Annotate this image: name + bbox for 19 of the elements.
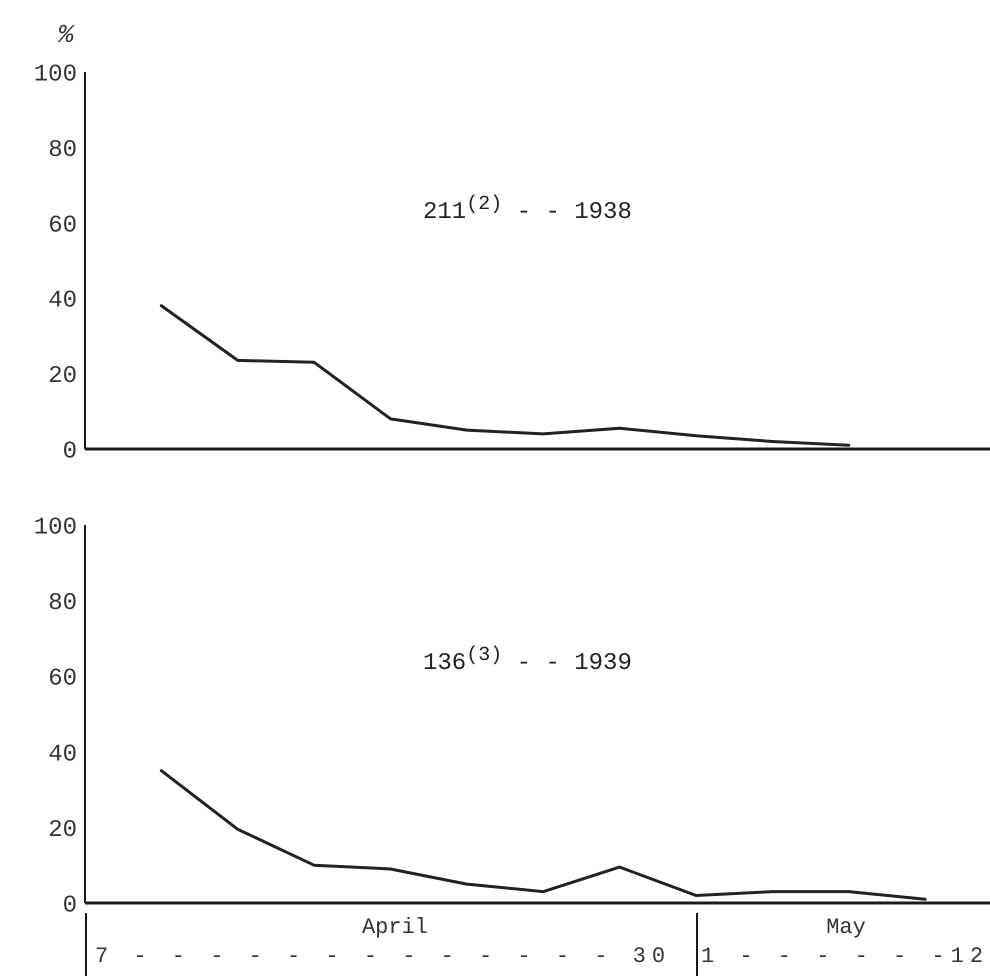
y-tick-label: 100 <box>34 62 77 89</box>
text: 7 - - - - - - - - - - - - - 30 <box>95 944 672 969</box>
text: 211$^{(2)}$ - - 1938 <box>423 193 632 226</box>
text: April <box>360 914 429 940</box>
y-tick-label: 40 <box>48 288 77 315</box>
y-tick-label: 60 <box>48 212 77 240</box>
y-tick-label: 20 <box>48 363 77 390</box>
y-tick-label: 0 <box>62 438 77 466</box>
y-tick-label: 40 <box>48 741 77 768</box>
text: May <box>825 914 867 940</box>
text: 136$^{(3)}$ - - 1939 <box>423 644 632 677</box>
y-tick-label: 80 <box>48 136 77 164</box>
text: 1 - - - - - -12 <box>701 944 990 969</box>
y-tick-label: 60 <box>48 666 77 693</box>
y-axis-title: % <box>58 20 74 50</box>
y-tick-label: 0 <box>62 892 77 920</box>
y-tick-label: 20 <box>48 816 77 844</box>
y-tick-label: 100 <box>34 514 77 542</box>
y-tick-label: 80 <box>48 590 77 618</box>
